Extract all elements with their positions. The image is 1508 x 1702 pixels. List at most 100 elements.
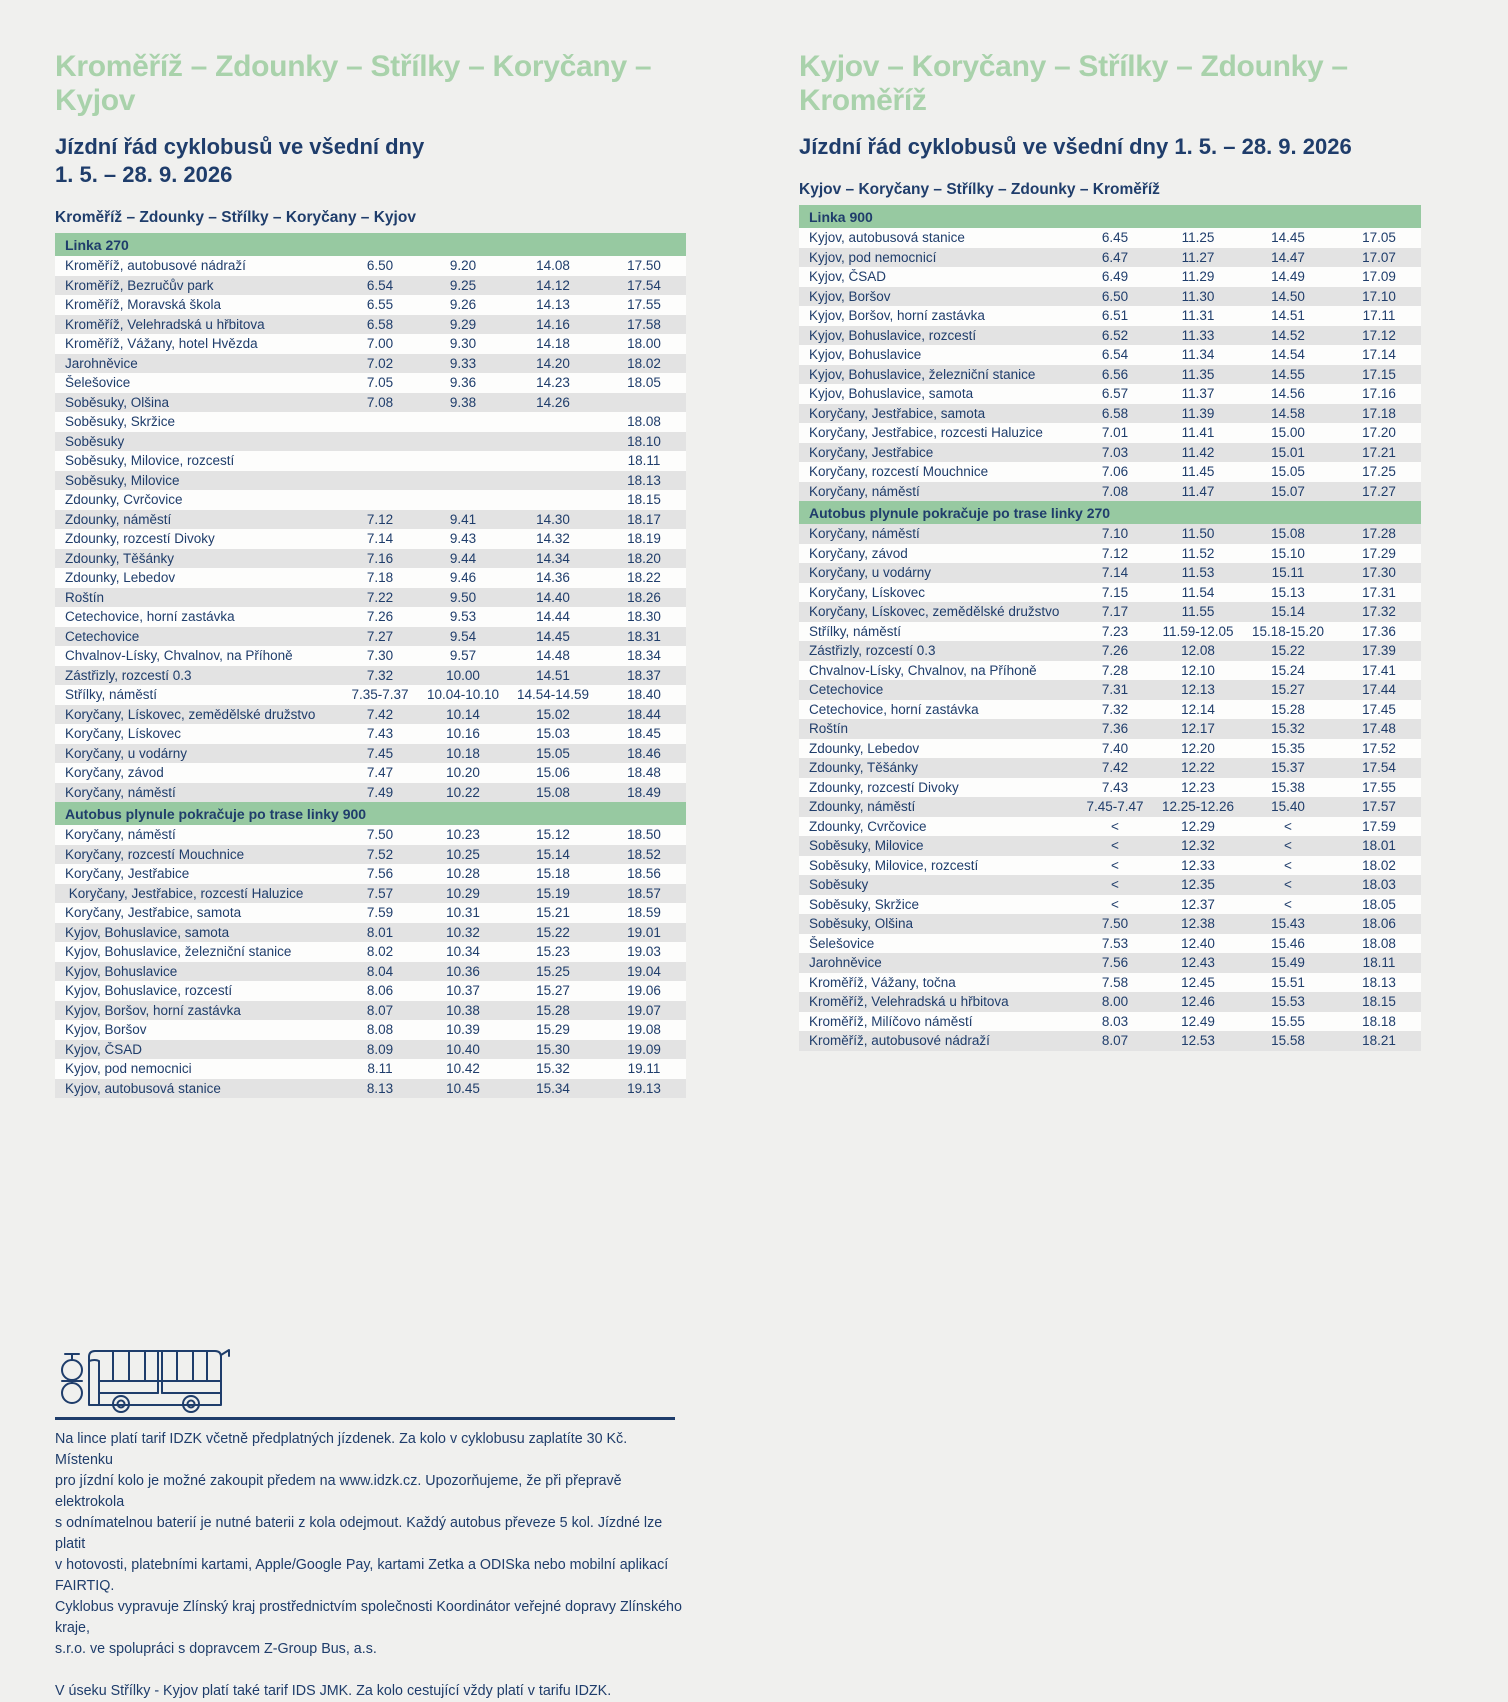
departure-time: 18.15 — [1362, 994, 1396, 1010]
departure-time: 6.52 — [1101, 327, 1129, 343]
departure-time: 7.26 — [366, 609, 394, 625]
departure-time: 17.52 — [1362, 740, 1396, 756]
departure-time: < — [1284, 877, 1292, 893]
timetable-row: Cetechovice, horní zastávka 7.32 12.14 15.2… — [799, 699, 1421, 719]
departure-time: 12.13 — [1181, 682, 1215, 698]
stop-name: Kroměříž, Velehradská u hřbitova — [65, 316, 265, 332]
right-timetable: Linka 900 Kyjov, autobusová stanice 6.45 11… — [799, 205, 1421, 1051]
departure-time: 17.50 — [627, 258, 661, 274]
departure-time: 19.11 — [627, 1061, 661, 1077]
departure-time: 11.41 — [1181, 425, 1215, 441]
departure-time: 17.57 — [1362, 799, 1396, 815]
departure-time: 12.49 — [1181, 1013, 1215, 1029]
departure-time: 7.18 — [366, 570, 394, 586]
timetable-row: Zdounky, Lebedov 7.18 9.46 14.36 18.22 — [55, 568, 686, 588]
departure-time: 18.13 — [1362, 974, 1396, 990]
timetable-row: Zástřizly, rozcestí 0.3 7.32 10.00 14.51 18.… — [55, 665, 686, 685]
departure-time: 10.00 — [446, 667, 480, 683]
stop-name: Zdounky, Cvrčovice — [809, 818, 927, 834]
departure-time: 7.22 — [366, 589, 394, 605]
stop-name: Koryčany, náměstí — [65, 784, 176, 800]
departure-time: 10.25 — [446, 846, 480, 862]
departure-time: 11.37 — [1181, 386, 1215, 402]
timetable-row: Koryčany, rozcestí Mouchnice 7.06 11.45 15.… — [799, 462, 1421, 482]
departure-time: 9.26 — [449, 297, 477, 313]
departure-time: 7.57 — [366, 885, 394, 901]
timetable-row: Cetechovice, horní zastávka 7.26 9.53 14.44… — [55, 607, 686, 627]
departure-time: 10.45 — [446, 1080, 480, 1096]
departure-time: 11.31 — [1181, 308, 1215, 324]
departure-time: < — [1111, 857, 1119, 873]
timetable-row: Koryčany, závod 7.47 10.20 15.06 18.48 — [55, 763, 686, 783]
departure-time: 14.32 — [536, 531, 570, 547]
departure-time: 15.38 — [1271, 779, 1305, 795]
departure-time: 11.33 — [1181, 327, 1215, 343]
departure-time: 15.08 — [1271, 526, 1305, 542]
timetable-row: Kyjov, Bohuslavice 8.04 10.36 15.25 19.04 — [55, 961, 686, 981]
departure-time: 18.03 — [1362, 877, 1396, 893]
departure-time: 14.55 — [1271, 366, 1305, 382]
stop-name: Kroměříž, autobusové nádraží — [65, 258, 246, 274]
departure-time: 9.50 — [449, 589, 477, 605]
timetable-row: Koryčany, náměstí 7.10 11.50 15.08 17.28 — [799, 524, 1421, 544]
departure-time: 17.41 — [1362, 662, 1396, 678]
departure-time: 12.53 — [1181, 1033, 1215, 1049]
timetable-row: Koryčany, náměstí 7.08 11.47 15.07 17.27 — [799, 481, 1421, 501]
departure-time: 14.44 — [536, 609, 570, 625]
departure-time: 18.11 — [1362, 955, 1396, 971]
departure-time: 15.35 — [1271, 740, 1305, 756]
stop-name: Kyjov, Bohuslavice, železniční stanice — [809, 366, 1036, 382]
departure-time: 14.52 — [1271, 327, 1305, 343]
stop-name: Koryčany, Jestřabice, samota — [809, 405, 986, 421]
departure-time: 15.13 — [1271, 584, 1305, 600]
departure-time: 19.07 — [627, 1002, 661, 1018]
departure-time: 9.33 — [449, 355, 477, 371]
departure-time: 18.15 — [627, 492, 661, 508]
departure-time: 11.55 — [1181, 604, 1215, 620]
departure-time: 7.32 — [1101, 701, 1129, 717]
stop-name: Chvalnov-Lísky, Chvalnov, na Příhoně — [65, 648, 293, 664]
departure-time: 18.46 — [627, 745, 661, 761]
departure-time: 9.36 — [449, 375, 477, 391]
departure-time: 9.46 — [449, 570, 477, 586]
departure-time: 15.28 — [1271, 701, 1305, 717]
departure-time: 9.25 — [449, 277, 477, 293]
stop-name: Koryčany, u vodárny — [65, 745, 188, 761]
stop-name: Koryčany, závod — [809, 545, 908, 561]
timetable-row: Kroměříž, Velehradská u hřbitova 6.58 9.29… — [55, 314, 686, 334]
departure-time: 17.44 — [1362, 682, 1396, 698]
stop-name: Kyjov, autobusová stanice — [809, 230, 965, 246]
timetable-row: Koryčany, Lískovec 7.43 10.16 15.03 18.45 — [55, 724, 686, 744]
timetable-row: Kyjov, ČSAD 6.49 11.29 14.49 17.09 — [799, 267, 1421, 287]
departure-time: 8.13 — [366, 1080, 394, 1096]
departure-time: 10.22 — [446, 784, 480, 800]
departure-time: 11.45 — [1181, 464, 1215, 480]
departure-time: 7.08 — [1101, 483, 1129, 499]
stop-name: Kroměříž, Moravská škola — [65, 297, 222, 313]
departure-time: 7.02 — [366, 355, 394, 371]
stop-name: Kyjov, Bohuslavice, samota — [65, 924, 230, 940]
section-header: Autobus plynule pokračuje po trase linky… — [799, 501, 1421, 524]
departure-time: 19.08 — [627, 1022, 661, 1038]
departure-time: 7.12 — [366, 511, 394, 527]
departure-time: 18.20 — [627, 550, 661, 566]
right-column: Kyjov – Koryčany – Střílky – Zdounky – K… — [799, 50, 1421, 1051]
timetable-row: Jarohněvice 7.56 12.43 15.49 18.11 — [799, 953, 1421, 973]
departure-time: 15.32 — [536, 1061, 570, 1077]
departure-time: 15.23 — [536, 944, 570, 960]
departure-time: 7.10 — [1101, 526, 1129, 542]
timetable-row: Cetechovice 7.31 12.13 15.27 17.44 — [799, 680, 1421, 700]
departure-time: 7.43 — [1101, 779, 1129, 795]
departure-time: 7.52 — [366, 846, 394, 862]
departure-time: 8.11 — [367, 1061, 393, 1077]
stop-name: Koryčany, závod — [65, 765, 164, 781]
departure-time: 6.57 — [1101, 386, 1129, 402]
departure-time: 15.21 — [536, 905, 570, 921]
departure-time: 6.58 — [366, 316, 394, 332]
departure-time: 10.18 — [446, 745, 480, 761]
departure-time: 19.03 — [627, 944, 661, 960]
departure-time: 14.20 — [536, 355, 570, 371]
departure-time: 18.31 — [627, 628, 661, 644]
departure-time: 14.49 — [1271, 269, 1305, 285]
departure-time: 17.39 — [1362, 643, 1396, 659]
